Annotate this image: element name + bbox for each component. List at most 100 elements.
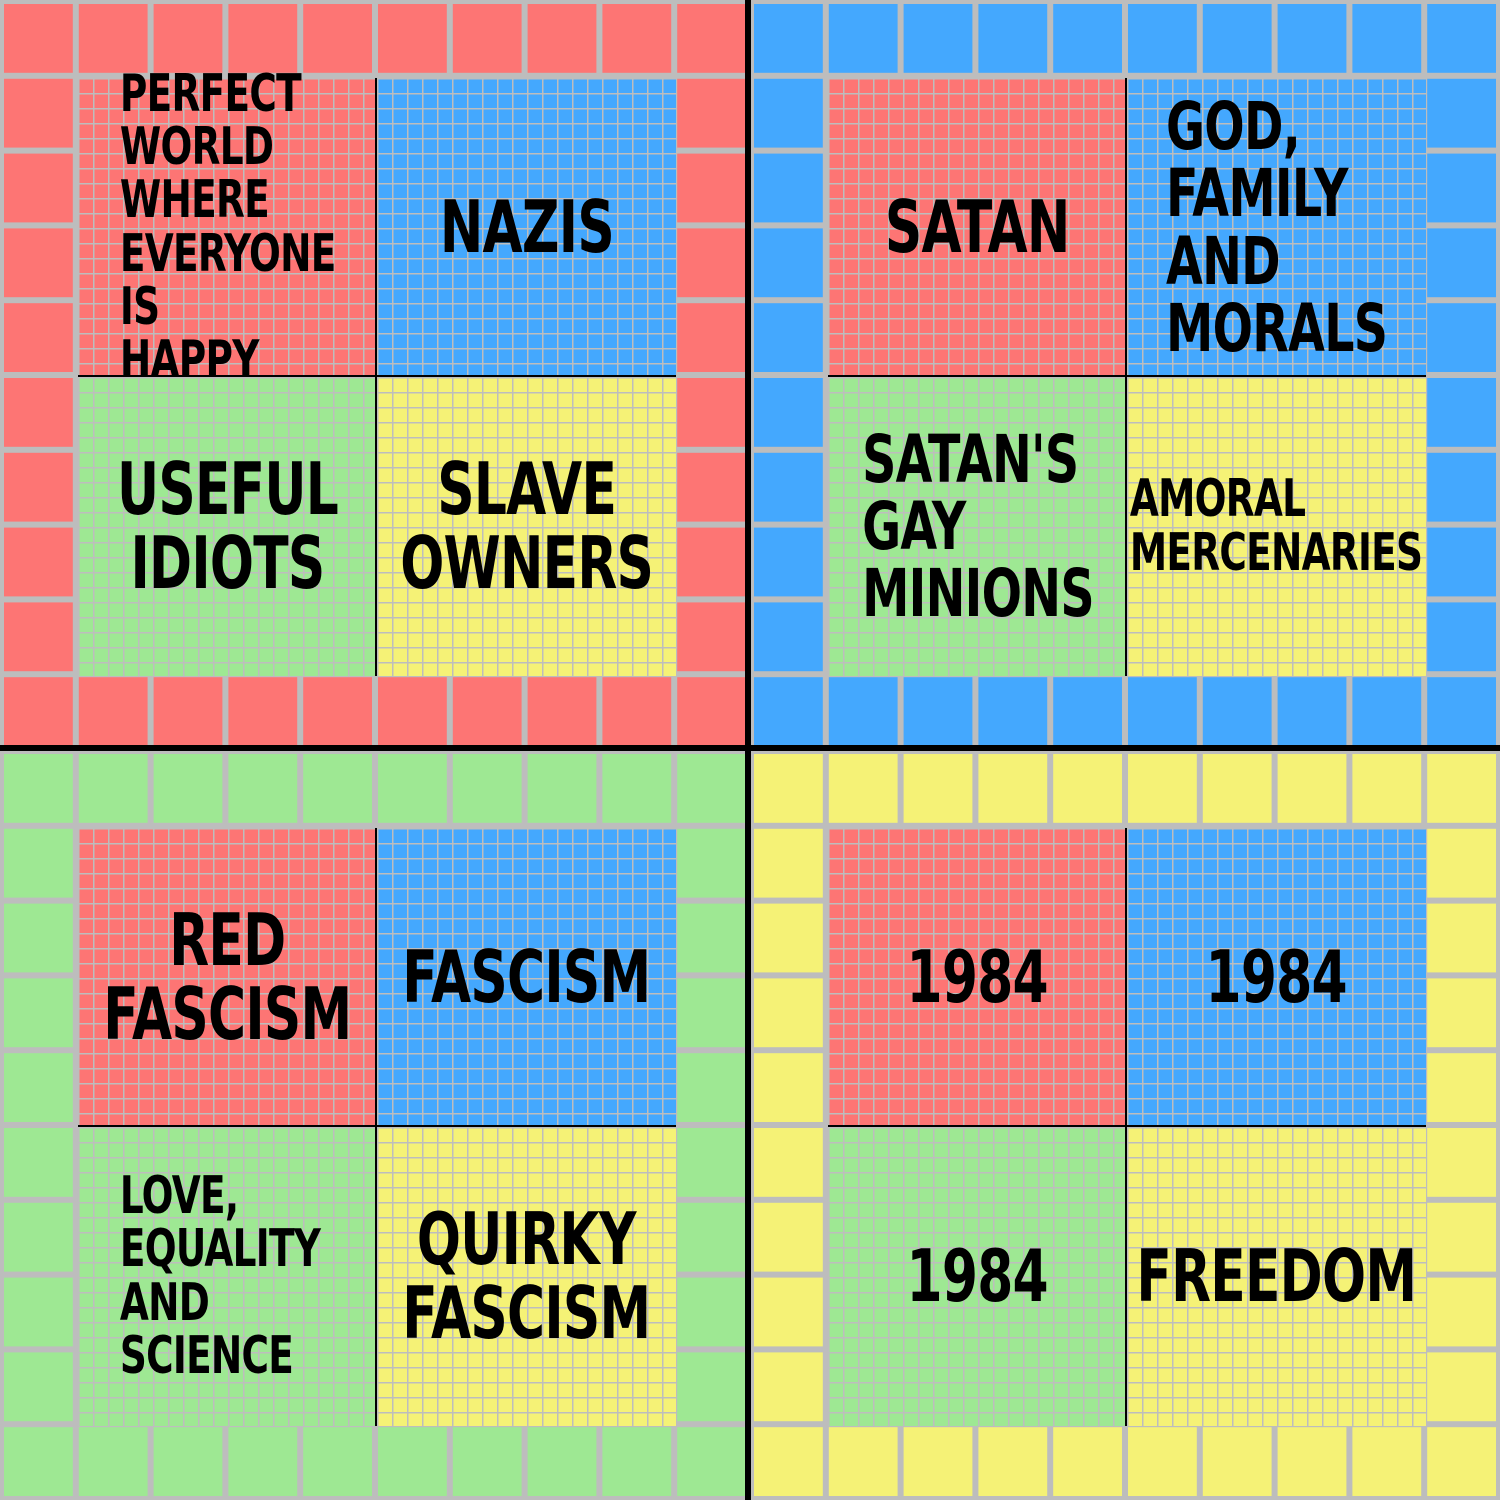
frame-tile <box>1427 978 1496 1048</box>
frame-tile <box>4 378 73 447</box>
frame-tile <box>1128 677 1197 746</box>
cell-bottom-left: LOVE, EQUALITY AND SCIENCE <box>78 1127 377 1426</box>
frame-tile <box>828 1427 898 1496</box>
frame-tile <box>4 754 73 823</box>
frame-tile <box>228 1427 298 1496</box>
frame-tile <box>754 978 823 1048</box>
frame-tile <box>903 4 973 73</box>
inner-divider-horizontal <box>78 375 676 377</box>
frame-tile <box>1427 1352 1496 1422</box>
frame-tile <box>153 4 223 73</box>
frame-tile <box>78 4 148 73</box>
frame-tile <box>1427 1053 1496 1122</box>
frame-tile <box>1277 677 1347 746</box>
inner-grid: 1984 1984 1984 FREEDOM <box>828 828 1426 1426</box>
frame-tile <box>4 303 73 372</box>
quadrant-bottom-left: RED FASCISM FASCISM LOVE, EQUALITY AND S… <box>0 750 750 1500</box>
cell-label: GOD, FAMILY AND MORALS <box>1165 87 1388 367</box>
cell-label: AMORAL MERCENARIES <box>1130 469 1423 583</box>
cell-label: NAZIS <box>439 184 614 269</box>
frame-tile <box>1202 1427 1272 1496</box>
frame-tile <box>1427 602 1496 672</box>
frame-tile <box>828 677 898 746</box>
frame-tile <box>4 1202 73 1272</box>
cell-label: FREEDOM <box>1136 1233 1418 1318</box>
frame-tile <box>754 78 823 148</box>
frame-tile <box>677 78 746 148</box>
frame-tile <box>303 4 372 73</box>
cell-label: LOVE, EQUALITY AND SCIENCE <box>119 1166 321 1386</box>
frame-tile <box>1427 452 1496 522</box>
frame-tile <box>1427 78 1496 148</box>
frame-tile <box>602 677 672 746</box>
cell-bottom-left: 1984 <box>828 1127 1127 1426</box>
cell-label: QUIRKY FASCISM <box>402 1197 651 1355</box>
frame-tile <box>1053 677 1122 746</box>
frame-tile <box>4 828 73 898</box>
frame-tile <box>1128 1427 1197 1496</box>
frame-tile <box>303 677 372 746</box>
frame-tile <box>677 452 746 522</box>
frame-tile <box>1202 4 1272 73</box>
frame-tile <box>602 1427 672 1496</box>
frame-tile <box>1427 677 1496 746</box>
frame-tile <box>4 1277 73 1347</box>
cell-label: USEFUL IDIOTS <box>116 447 339 605</box>
frame-tile <box>303 1427 372 1496</box>
frame-tile <box>754 1277 823 1347</box>
frame-tile <box>754 228 823 298</box>
frame-tile <box>677 1352 746 1422</box>
frame-tile <box>4 452 73 522</box>
frame-tile <box>1427 1128 1496 1197</box>
frame-tile <box>1053 1427 1122 1496</box>
frame-tile <box>4 1128 73 1197</box>
frame-tile <box>754 1352 823 1422</box>
frame-tile <box>378 754 447 823</box>
inner-divider-vertical <box>1125 78 1127 676</box>
frame-tile <box>378 677 447 746</box>
frame-tile <box>754 1427 823 1496</box>
frame-tile <box>1427 903 1496 973</box>
frame-tile <box>452 677 522 746</box>
frame-tile <box>978 754 1048 823</box>
frame-tile <box>754 677 823 746</box>
frame-tile <box>754 527 823 597</box>
inner-divider-vertical <box>375 78 377 676</box>
cell-label: SATAN'S GAY MINIONS <box>861 420 1094 633</box>
frame-tile <box>677 527 746 597</box>
frame-tile <box>754 903 823 973</box>
frame-tile <box>303 754 372 823</box>
frame-tile <box>677 1427 746 1496</box>
frame-tile <box>754 153 823 223</box>
cell-label: FASCISM <box>402 934 651 1019</box>
frame-tile <box>602 754 672 823</box>
frame-tile <box>1277 1427 1347 1496</box>
cell-label: SLAVE OWNERS <box>400 447 654 605</box>
frame-tile <box>4 903 73 973</box>
frame-tile <box>1427 1202 1496 1272</box>
frame-tile <box>828 4 898 73</box>
frame-tile <box>677 978 746 1048</box>
frame-tile <box>677 1202 746 1272</box>
quadrant-bottom-right: 1984 1984 1984 FREEDOM <box>750 750 1500 1500</box>
frame-tile <box>828 754 898 823</box>
cell-top-right: FASCISM <box>377 828 676 1127</box>
frame-tile <box>754 602 823 672</box>
frame-tile <box>4 78 73 148</box>
frame-tile <box>4 4 73 73</box>
frame-tile <box>754 1202 823 1272</box>
inner-divider-vertical <box>375 828 377 1426</box>
frame-tile <box>1427 828 1496 898</box>
frame-tile <box>754 378 823 447</box>
quadrant-top-left: PERFECT WORLD WHERE EVERYONE IS HAPPY NA… <box>0 0 750 750</box>
frame-tile <box>677 4 746 73</box>
frame-tile <box>903 677 973 746</box>
cell-top-right: 1984 <box>1127 828 1426 1127</box>
cell-bottom-right: AMORAL MERCENARIES <box>1127 377 1426 676</box>
frame-tile <box>1427 303 1496 372</box>
frame-tile <box>527 754 597 823</box>
cell-top-left: 1984 <box>828 828 1127 1127</box>
frame-tile <box>4 1352 73 1422</box>
frame-tile <box>677 903 746 973</box>
